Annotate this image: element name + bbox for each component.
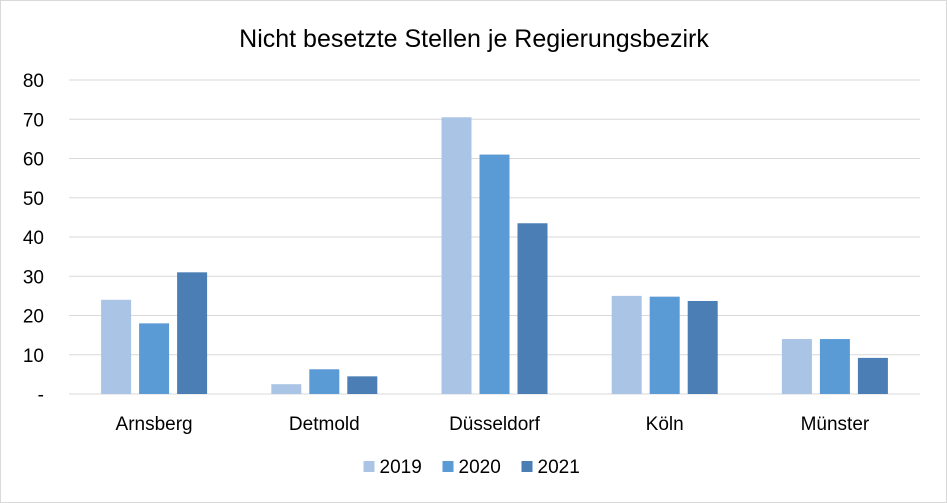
x-tick-label: Düsseldorf: [449, 414, 541, 435]
chart-title: Nicht besetzte Stellen je Regierungsbezi…: [239, 25, 709, 53]
legend-label: 2020: [459, 457, 501, 478]
bar-2019-1: [271, 384, 302, 394]
bar-2021-4: [857, 357, 888, 394]
legend-swatch: [442, 461, 454, 472]
bar-2019-4: [781, 339, 812, 394]
y-tick-label: 60: [23, 150, 44, 171]
bar-2021-0: [177, 272, 208, 394]
y-tick-label: 30: [23, 267, 44, 288]
bar-2021-3: [687, 300, 718, 394]
bars: [101, 117, 888, 394]
y-tick-label: 10: [23, 346, 44, 367]
y-tick-label: 40: [23, 228, 44, 249]
legend-swatch: [521, 461, 533, 472]
x-tick-label: Münster: [801, 414, 870, 435]
x-tick-label: Detmold: [289, 414, 360, 435]
bar-2020-2: [479, 154, 510, 394]
y-tick-label: 50: [23, 189, 44, 210]
bar-2021-1: [347, 376, 378, 394]
legend-label: 2019: [380, 457, 422, 478]
bar-2020-1: [309, 369, 340, 394]
y-axis-tick-labels: - 10 20 30 40 50 60 70 80: [23, 71, 44, 406]
y-tick-label: 70: [23, 110, 44, 131]
bar-2019-3: [611, 295, 642, 394]
bar-2020-4: [819, 339, 850, 394]
bar-2020-0: [139, 323, 170, 394]
y-tick-label: 80: [23, 71, 44, 92]
x-axis-tick-labels: Arnsberg Detmold Düsseldorf Köln Münster: [116, 414, 870, 435]
y-tick-label: -: [38, 385, 44, 406]
x-tick-label: Köln: [646, 414, 684, 435]
legend: 2019 2020 2021: [363, 457, 580, 478]
bar-2021-2: [517, 223, 548, 394]
y-tick-label: 20: [23, 307, 44, 328]
bar-2019-0: [101, 299, 132, 394]
legend-swatch: [363, 461, 375, 472]
bar-2019-2: [441, 117, 472, 394]
x-tick-label: Arnsberg: [116, 414, 193, 435]
bar-2020-3: [649, 296, 680, 394]
legend-label: 2021: [538, 457, 580, 478]
